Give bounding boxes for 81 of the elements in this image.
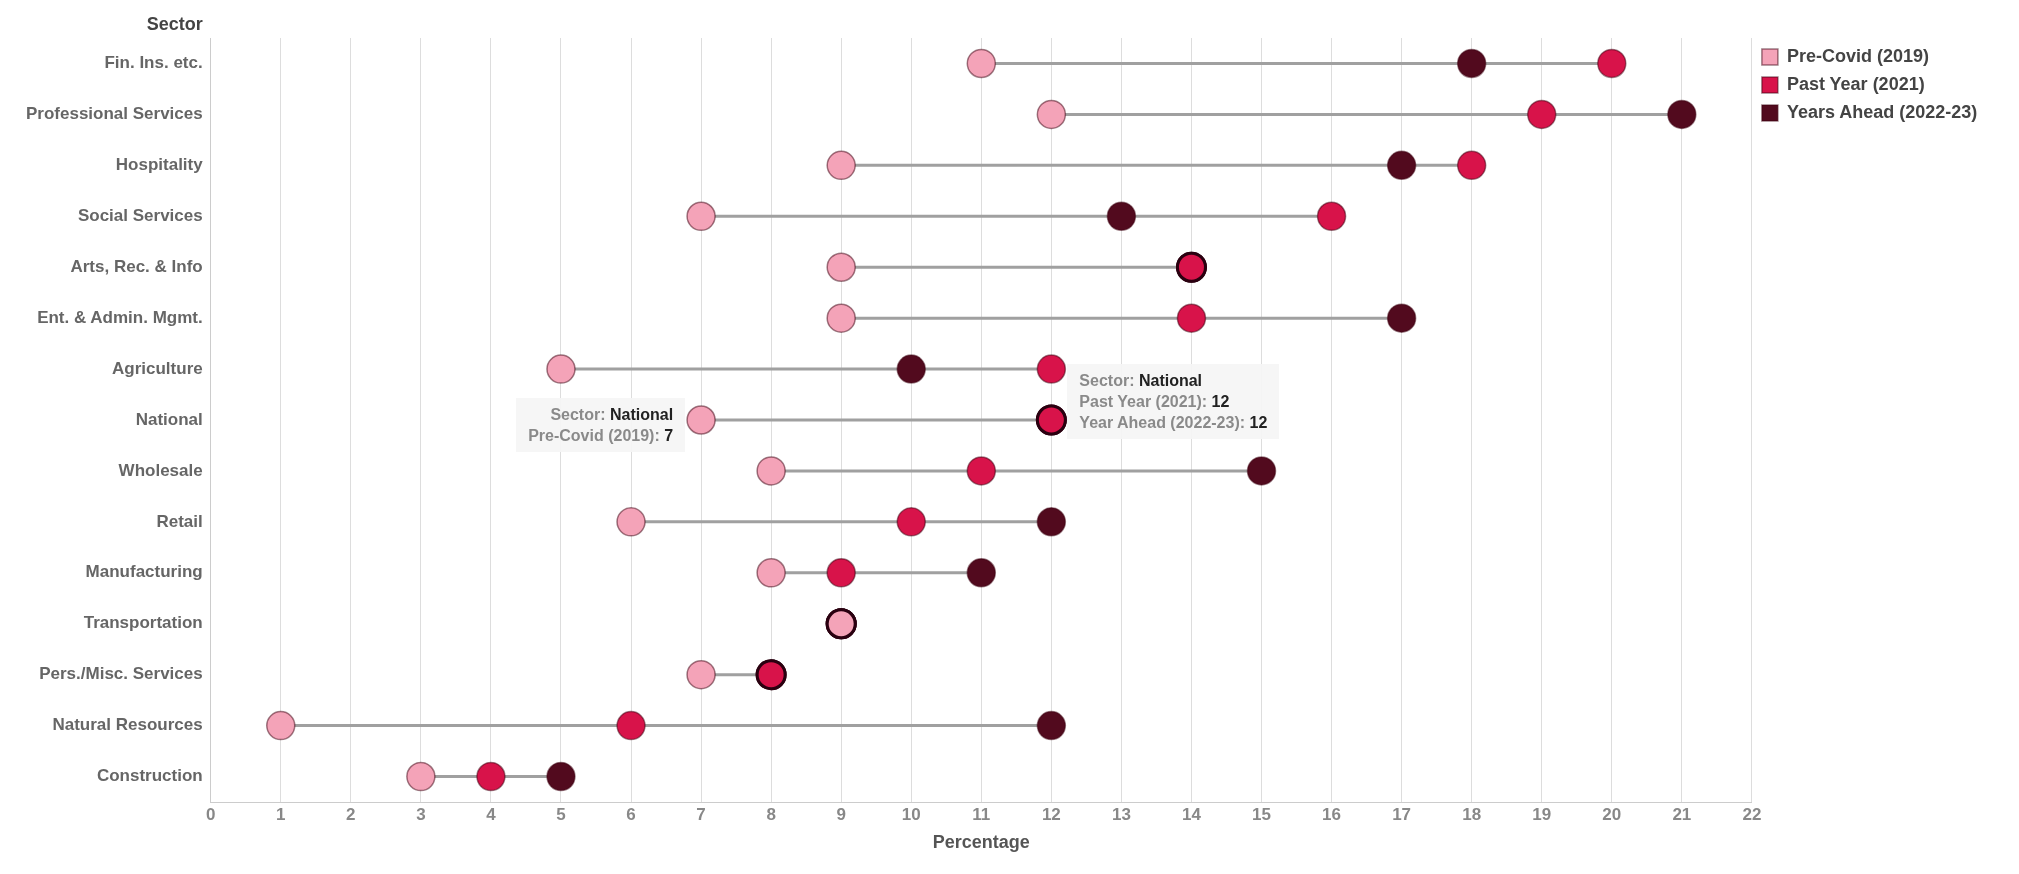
y-tick-label: Transportation bbox=[83, 613, 203, 633]
y-tick-label: Arts, Rec. & Info bbox=[70, 256, 203, 276]
x-tick-label: 1 bbox=[276, 804, 286, 824]
x-tick-label: 12 bbox=[1041, 804, 1061, 824]
y-tick-label: Construction bbox=[96, 766, 203, 786]
y-tick-label: Fin. Ins. etc. bbox=[104, 53, 203, 73]
x-tick-label: 21 bbox=[1672, 804, 1692, 824]
point bbox=[1246, 456, 1277, 486]
x-tick-label: 0 bbox=[205, 804, 216, 824]
annotation: Sector: National Past Year (2021): 12 Year Ahead (2022-23): 12 bbox=[1079, 371, 1268, 433]
legend-label: Pre-Covid (2019) bbox=[1786, 45, 1929, 66]
point bbox=[1106, 201, 1137, 232]
point bbox=[686, 659, 716, 690]
point bbox=[546, 354, 576, 384]
point bbox=[826, 558, 856, 588]
x-tick-label: 11 bbox=[972, 804, 991, 824]
y-tick-label: National bbox=[135, 409, 203, 429]
y-tick-label: Retail bbox=[156, 511, 203, 531]
y-tick-label: Pers./Misc. Services bbox=[39, 664, 203, 684]
y-tick-label: Natural Resources bbox=[52, 715, 203, 735]
y-tick-label: Wholesale bbox=[118, 460, 203, 480]
point bbox=[1386, 303, 1417, 333]
point bbox=[1316, 201, 1347, 232]
point bbox=[686, 405, 716, 435]
point bbox=[1036, 354, 1067, 384]
x-tick-label: 7 bbox=[696, 804, 706, 824]
point bbox=[1386, 150, 1417, 181]
legend-label: Past Year (2021) bbox=[1786, 73, 1925, 94]
x-tick-label: 14 bbox=[1182, 804, 1202, 824]
point bbox=[826, 252, 856, 282]
point bbox=[896, 354, 926, 384]
x-tick-label: 4 bbox=[486, 804, 497, 824]
x-tick-label: 18 bbox=[1462, 804, 1482, 824]
x-tick-label: 3 bbox=[416, 804, 426, 824]
x-tick-label: 9 bbox=[836, 804, 846, 824]
legend-label: Years Ahead (2022-23) bbox=[1786, 101, 1978, 122]
point bbox=[1036, 99, 1067, 130]
y-tick-label: Agriculture bbox=[112, 358, 203, 378]
point bbox=[546, 761, 576, 792]
x-tick-label: 20 bbox=[1602, 804, 1622, 824]
point bbox=[1176, 303, 1207, 333]
point bbox=[616, 710, 646, 741]
point bbox=[1597, 48, 1627, 79]
point bbox=[966, 456, 997, 486]
x-tick-label: 13 bbox=[1111, 804, 1131, 824]
point bbox=[756, 456, 786, 486]
point bbox=[1456, 48, 1487, 79]
x-tick-label: 19 bbox=[1532, 804, 1552, 824]
point bbox=[1456, 150, 1487, 181]
x-tick-label: 5 bbox=[556, 804, 566, 824]
point bbox=[826, 150, 856, 181]
point bbox=[1036, 710, 1067, 741]
point bbox=[686, 201, 716, 232]
point bbox=[1526, 99, 1557, 130]
x-axis-title: Percentage bbox=[932, 832, 1030, 853]
y-tick-label: Social Services bbox=[77, 205, 203, 225]
y-tick-label: Ent. & Admin. Mgmt. bbox=[37, 307, 203, 327]
point bbox=[406, 761, 436, 792]
annotation: Sector: National Pre-Covid (2019): 7 bbox=[528, 405, 674, 446]
point bbox=[826, 303, 856, 333]
point bbox=[476, 761, 506, 792]
point bbox=[1036, 507, 1067, 537]
point bbox=[266, 710, 296, 741]
x-tick-label: 6 bbox=[626, 804, 636, 824]
y-tick-label: Hospitality bbox=[115, 155, 204, 175]
y-tick-label: Professional Services bbox=[25, 104, 203, 124]
x-tick-label: 22 bbox=[1742, 804, 1762, 824]
point bbox=[1667, 99, 1697, 130]
x-tick-label: 10 bbox=[901, 804, 921, 824]
y-axis-title: Sector bbox=[146, 13, 203, 34]
x-tick-label: 16 bbox=[1322, 804, 1342, 824]
x-tick-label: 2 bbox=[346, 804, 356, 824]
x-tick-label: 17 bbox=[1392, 804, 1412, 824]
y-tick-label: Manufacturing bbox=[85, 562, 203, 582]
x-tick-label: 8 bbox=[766, 804, 776, 824]
point bbox=[756, 558, 786, 588]
point bbox=[966, 558, 997, 588]
point bbox=[966, 48, 997, 79]
x-tick-label: 15 bbox=[1252, 804, 1271, 824]
point bbox=[616, 507, 646, 537]
point bbox=[896, 507, 926, 537]
